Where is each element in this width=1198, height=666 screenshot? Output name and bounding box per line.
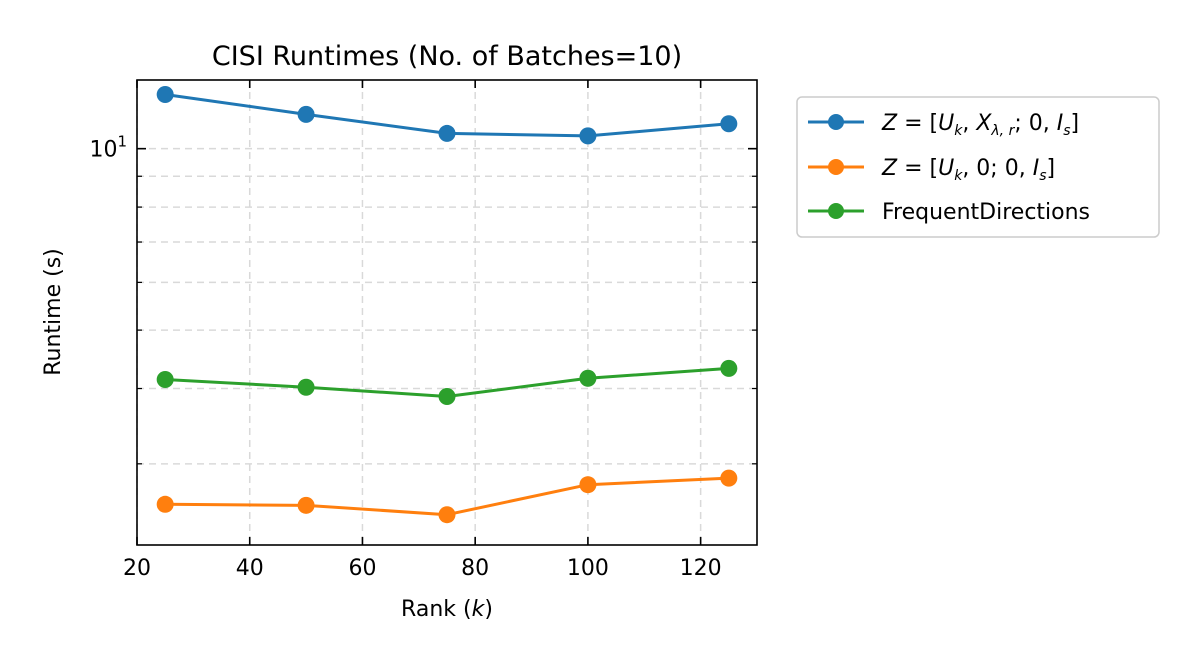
series-2-point-1 xyxy=(156,495,174,513)
legend-entry-1: Z = [Uk, Xλ, r; 0, Is] xyxy=(808,111,1079,139)
x-tick-label-1: 40 xyxy=(236,556,264,581)
x-tick-label-0: 20 xyxy=(123,556,151,581)
x-tick-label-2: 60 xyxy=(348,556,376,581)
series-2-point-4 xyxy=(579,476,597,494)
series-2-point-3 xyxy=(438,506,456,524)
x-axis-label: Rank (k) xyxy=(401,597,493,622)
legend-marker-3 xyxy=(828,203,844,219)
grid-layer xyxy=(136,80,757,545)
y-tick-label-10: 101 xyxy=(89,133,127,163)
series-3-point-4 xyxy=(579,369,597,387)
series-2-point-5 xyxy=(720,469,738,487)
series-1-point-5 xyxy=(720,115,738,133)
svg-text:Rank (k): Rank (k) xyxy=(401,597,493,622)
series-1-point-4 xyxy=(579,127,597,145)
series-2-point-2 xyxy=(297,496,315,514)
plot-frame xyxy=(136,79,758,546)
legend-marker-1 xyxy=(828,114,844,130)
series-3-point-3 xyxy=(438,387,456,405)
axis-layer: 20 40 60 80 100 120 101 xyxy=(89,79,758,581)
series-3-point-1 xyxy=(156,371,174,389)
series-1-point-2 xyxy=(297,105,315,123)
legend-entry-3: FrequentDirections xyxy=(808,200,1090,225)
legend: Z = [Uk, Xλ, r; 0, Is] Z = [Uk, 0; 0, Is… xyxy=(796,96,1160,238)
y-axis-label: Runtime (s) xyxy=(41,248,66,376)
legend-label-2: Z = [Uk, 0; 0, Is] xyxy=(881,156,1055,184)
legend-box xyxy=(796,96,1160,238)
legend-entry-2: Z = [Uk, 0; 0, Is] xyxy=(808,156,1055,184)
series-3-point-2 xyxy=(297,378,315,396)
x-tick-label-5: 120 xyxy=(680,556,722,581)
series-layer xyxy=(156,85,738,524)
legend-label-1: Z = [Uk, Xλ, r; 0, Is] xyxy=(881,111,1079,139)
x-tick-label-4: 100 xyxy=(567,556,609,581)
legend-label-3: FrequentDirections xyxy=(882,200,1090,225)
series-3-point-5 xyxy=(720,359,738,377)
legend-marker-2 xyxy=(828,159,844,175)
chart-title: CISI Runtimes (No. of Batches=10) xyxy=(212,41,682,72)
series-1-point-3 xyxy=(438,124,456,142)
x-tick-label-3: 80 xyxy=(461,556,489,581)
series-1-point-1 xyxy=(156,85,174,103)
